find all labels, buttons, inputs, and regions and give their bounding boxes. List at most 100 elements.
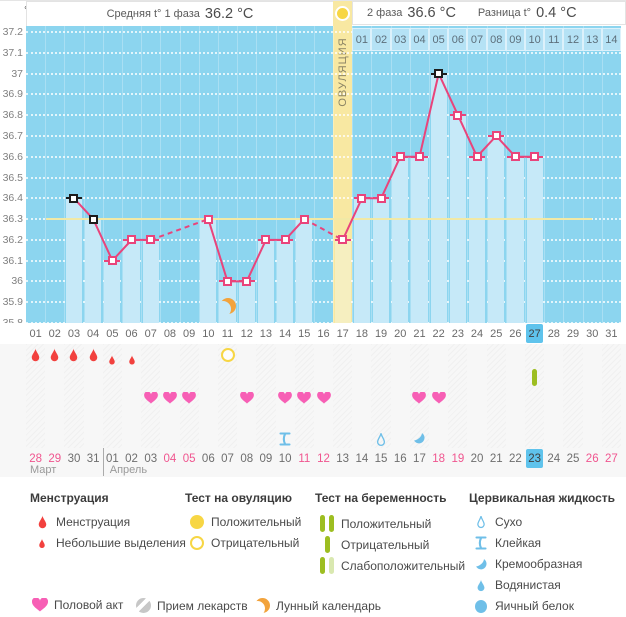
date-cell[interactable]: 10	[278, 453, 292, 465]
cycle-day-label[interactable]: 24	[470, 328, 484, 340]
temp-point[interactable]	[88, 214, 98, 224]
cervical-dry-icon[interactable]	[375, 432, 387, 452]
cycle-day-label[interactable]: 20	[394, 328, 407, 340]
temp-point[interactable]	[357, 193, 367, 203]
phase2-day-cell[interactable]: 12	[563, 28, 583, 51]
cycle-day-label[interactable]: 28	[547, 328, 560, 340]
date-cell[interactable]: 09	[259, 453, 273, 465]
phase2-day-cell[interactable]: 11	[544, 28, 564, 51]
date-cell[interactable]: 03	[144, 453, 158, 465]
intercourse-heart-icon[interactable]	[163, 391, 177, 409]
cycle-day-label[interactable]: 13	[259, 328, 273, 340]
date-cell[interactable]: 07	[221, 453, 234, 465]
cycle-day-label[interactable]: 27	[528, 328, 541, 340]
phase2-day-cell[interactable]: 10	[525, 28, 545, 51]
date-cell[interactable]: 26	[585, 453, 599, 465]
menstruation-drop-icon[interactable]	[49, 348, 60, 367]
phase2-day-cell[interactable]: 03	[390, 28, 410, 51]
date-cell[interactable]: 23	[528, 453, 542, 465]
temp-point[interactable]	[242, 276, 252, 286]
menstruation-drop-icon[interactable]	[88, 348, 99, 367]
cycle-day-label[interactable]: 02	[48, 328, 61, 340]
phase2-day-cell[interactable]: 07	[467, 28, 487, 51]
temp-point[interactable]	[299, 214, 309, 224]
cycle-day-label[interactable]: 23	[451, 328, 464, 340]
cervical-creamy-icon[interactable]	[413, 432, 426, 450]
date-cell[interactable]: 04	[163, 453, 177, 465]
cycle-day-label[interactable]: 14	[278, 328, 292, 340]
temp-point[interactable]	[107, 256, 117, 266]
date-cell[interactable]: 16	[393, 453, 407, 465]
date-cell[interactable]: 15	[374, 453, 388, 465]
date-cell[interactable]: 17	[413, 453, 426, 465]
temp-point[interactable]	[127, 235, 137, 245]
date-cell[interactable]: 28	[29, 453, 42, 465]
date-cell[interactable]: 20	[470, 453, 484, 465]
date-cell[interactable]: 27	[604, 453, 618, 465]
intercourse-heart-icon[interactable]	[431, 391, 446, 409]
phase2-day-cell[interactable]: 04	[409, 28, 430, 51]
cycle-day-label[interactable]: 19	[374, 328, 388, 340]
temp-point[interactable]	[530, 152, 540, 162]
date-cell[interactable]: 13	[336, 453, 350, 465]
phase2-day-cell[interactable]: 13	[582, 28, 602, 51]
temp-point[interactable]	[261, 235, 271, 245]
date-cell[interactable]: 25	[566, 453, 580, 465]
date-cell[interactable]: 21	[489, 453, 503, 465]
temp-point[interactable]	[491, 131, 501, 141]
cycle-day-label[interactable]: 29	[566, 328, 580, 340]
intercourse-heart-icon[interactable]	[143, 391, 158, 409]
cycle-day-label[interactable]: 31	[605, 328, 618, 340]
temp-point[interactable]	[510, 152, 520, 162]
cycle-day-label[interactable]: 12	[240, 328, 253, 340]
cycle-day-label[interactable]: 17	[336, 328, 349, 340]
temp-point[interactable]	[414, 152, 424, 162]
temp-point[interactable]	[223, 276, 233, 286]
cycle-day-label[interactable]: 18	[355, 328, 368, 340]
cycle-day-label[interactable]: 26	[509, 328, 522, 340]
cycle-day-label[interactable]: 08	[163, 328, 177, 340]
date-cell[interactable]: 22	[509, 453, 522, 465]
intercourse-heart-icon[interactable]	[412, 391, 427, 409]
phase2-day-cell[interactable]: 01	[352, 28, 372, 51]
ovulation-negative-icon[interactable]	[220, 348, 235, 362]
date-cell[interactable]: 08	[240, 453, 254, 465]
date-cell[interactable]: 19	[451, 453, 465, 465]
date-cell[interactable]: 30	[67, 453, 81, 465]
date-cell[interactable]: 29	[48, 453, 62, 465]
temp-point[interactable]	[338, 235, 348, 245]
menstruation-drop-icon[interactable]	[68, 348, 79, 367]
cycle-day-label[interactable]: 21	[413, 328, 426, 340]
intercourse-heart-icon[interactable]	[239, 391, 254, 409]
temp-point[interactable]	[395, 152, 405, 162]
date-cell[interactable]: 05	[182, 453, 196, 465]
date-cell[interactable]: 18	[432, 453, 446, 465]
cycle-day-label[interactable]: 11	[221, 328, 234, 340]
menstruation-drop-icon[interactable]	[128, 352, 136, 370]
temp-point[interactable]	[203, 214, 213, 224]
pregnancy-test-bar-icon[interactable]	[532, 369, 538, 386]
intercourse-heart-icon[interactable]	[278, 391, 293, 409]
phase2-day-cell[interactable]: 09	[505, 28, 526, 51]
cycle-day-label[interactable]: 06	[125, 328, 138, 340]
cycle-day-label[interactable]: 16	[317, 328, 330, 340]
cycle-day-label[interactable]: 10	[202, 328, 215, 340]
cycle-day-label[interactable]: 03	[67, 328, 81, 340]
temp-point[interactable]	[69, 193, 79, 203]
intercourse-heart-icon[interactable]	[316, 391, 331, 409]
cycle-day-label[interactable]: 22	[432, 328, 445, 340]
menstruation-drop-icon[interactable]	[30, 348, 41, 367]
date-cell[interactable]: 02	[125, 453, 138, 465]
phase2-day-cell[interactable]: 08	[486, 28, 506, 51]
cycle-day-label[interactable]: 07	[144, 328, 157, 340]
temp-point[interactable]	[472, 152, 482, 162]
phase2-day-cell[interactable]: 06	[448, 28, 468, 51]
date-cell[interactable]: 31	[86, 453, 100, 465]
temp-point[interactable]	[453, 110, 463, 120]
phase2-day-cell[interactable]: 14	[601, 28, 621, 51]
temp-point[interactable]	[280, 235, 290, 245]
cycle-day-label[interactable]: 05	[106, 328, 119, 340]
intercourse-heart-icon[interactable]	[182, 391, 197, 409]
date-cell[interactable]: 11	[298, 453, 311, 465]
date-cell[interactable]: 24	[547, 453, 561, 465]
